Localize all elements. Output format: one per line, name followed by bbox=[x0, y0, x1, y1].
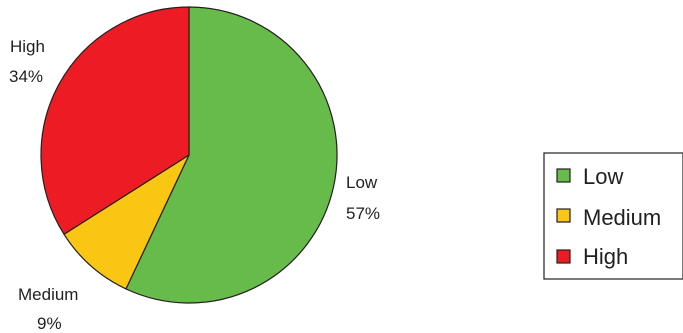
slice-label-high-pct: 34% bbox=[9, 67, 43, 86]
legend-swatch-high bbox=[556, 249, 571, 264]
slice-label-low-pct: 57% bbox=[346, 204, 380, 223]
legend-label-high: High bbox=[583, 244, 628, 269]
slice-label-medium: Medium 9% bbox=[18, 285, 78, 333]
pie-slices bbox=[40, 6, 338, 304]
slice-label-low: Low 57% bbox=[346, 173, 380, 223]
slice-label-medium-name: Medium bbox=[18, 285, 78, 304]
legend: Low Medium High bbox=[543, 152, 683, 280]
legend-label-medium: Medium bbox=[583, 205, 661, 230]
pie-slice-low bbox=[125, 6, 338, 304]
legend-swatch-medium bbox=[556, 208, 571, 223]
slice-label-low-name: Low bbox=[346, 173, 378, 192]
pie-slice-high bbox=[40, 6, 190, 235]
legend-swatch-low bbox=[556, 168, 571, 183]
pie-slice-medium bbox=[63, 154, 190, 290]
legend-label-low: Low bbox=[583, 164, 623, 189]
slice-label-high-name: High bbox=[10, 37, 45, 56]
slice-label-medium-pct: 9% bbox=[37, 314, 62, 333]
slice-label-high: High 34% bbox=[9, 37, 45, 86]
